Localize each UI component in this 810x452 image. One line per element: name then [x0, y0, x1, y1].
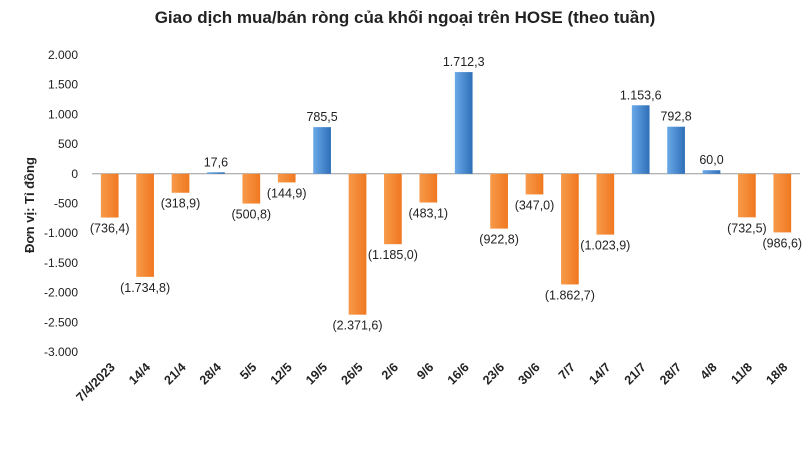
data-label: 17,6 — [204, 155, 228, 169]
x-tick-label: 23/6 — [480, 360, 507, 387]
data-label: (922,8) — [479, 233, 519, 247]
bar — [596, 173, 615, 235]
x-tick-label: 7/4/2023 — [74, 360, 118, 404]
data-label: (986,6) — [762, 236, 802, 250]
data-label: (144,9) — [267, 186, 307, 200]
x-tick-label: 7/7 — [556, 360, 578, 382]
bar — [738, 173, 756, 218]
y-tick-label: 1.500 — [48, 78, 78, 92]
y-tick-label: -1.500 — [44, 256, 78, 270]
x-tick-label: 26/5 — [339, 360, 366, 387]
x-tick-label: 21/7 — [622, 360, 649, 387]
data-label: (1.023,9) — [580, 239, 630, 253]
x-tick-label: 30/6 — [516, 360, 543, 387]
y-tick-label: 1.000 — [48, 107, 78, 121]
data-label: (347,0) — [515, 198, 555, 212]
bar — [136, 173, 154, 277]
bar — [242, 173, 261, 204]
x-tick-label: 18/8 — [763, 360, 790, 387]
y-tick-label: 2.000 — [48, 48, 78, 62]
y-tick-label: -1.000 — [44, 226, 78, 240]
y-axis-label: Đơn vị: Tỉ đồng — [22, 157, 37, 253]
bar — [667, 126, 685, 174]
x-tick-label: 5/5 — [237, 360, 259, 382]
data-label: (1.185,0) — [368, 248, 418, 262]
data-label: (732,5) — [727, 221, 767, 235]
x-tick-label: 28/4 — [197, 360, 224, 387]
bar — [773, 173, 792, 233]
data-label: 60,0 — [699, 153, 723, 167]
chart-title: Giao dịch mua/bán ròng của khối ngoại tr… — [154, 8, 656, 27]
x-tick-label: 14/7 — [586, 360, 613, 387]
x-tick-label: 16/6 — [445, 360, 472, 387]
data-label: (1.862,7) — [545, 288, 595, 302]
x-tick-label: 28/7 — [657, 360, 684, 387]
y-tick-label: -2.000 — [44, 286, 78, 300]
bar — [454, 72, 473, 174]
bar — [313, 127, 331, 174]
y-tick-label: 0 — [71, 167, 78, 181]
data-label: 1.153,6 — [620, 88, 662, 102]
x-tick-label: 14/4 — [126, 360, 153, 387]
x-tick-label: 19/5 — [303, 360, 330, 387]
bar — [702, 170, 721, 174]
data-label: (483,1) — [408, 206, 448, 220]
bar — [561, 173, 579, 285]
bar — [171, 173, 190, 193]
bar — [207, 172, 225, 174]
data-label: 792,8 — [660, 110, 691, 124]
bar — [419, 173, 438, 203]
bar — [384, 173, 402, 245]
x-tick-label: 9/6 — [414, 360, 436, 382]
x-tick-label: 12/5 — [268, 360, 295, 387]
bar — [277, 173, 296, 183]
bar — [100, 173, 119, 218]
y-tick-label: -3.000 — [44, 345, 78, 359]
bar — [490, 173, 508, 229]
data-label: (318,9) — [161, 197, 201, 211]
data-label: 1.712,3 — [443, 55, 485, 69]
data-label: (500,8) — [231, 208, 271, 222]
bar — [525, 173, 544, 195]
data-label: 785,5 — [306, 110, 337, 124]
data-label: (2.371,6) — [332, 319, 382, 333]
y-tick-label: -2.500 — [44, 315, 78, 329]
x-tick-label: 2/6 — [379, 360, 401, 382]
x-tick-label: 21/4 — [162, 360, 189, 387]
data-label: (736,4) — [90, 222, 130, 236]
bar — [348, 173, 367, 315]
x-tick-label: 4/8 — [697, 360, 719, 382]
bar — [631, 105, 650, 174]
x-tick-label: 11/8 — [728, 360, 755, 387]
y-tick-label: 500 — [58, 137, 78, 151]
data-label: (1.734,8) — [120, 281, 170, 295]
y-tick-label: -500 — [54, 197, 78, 211]
